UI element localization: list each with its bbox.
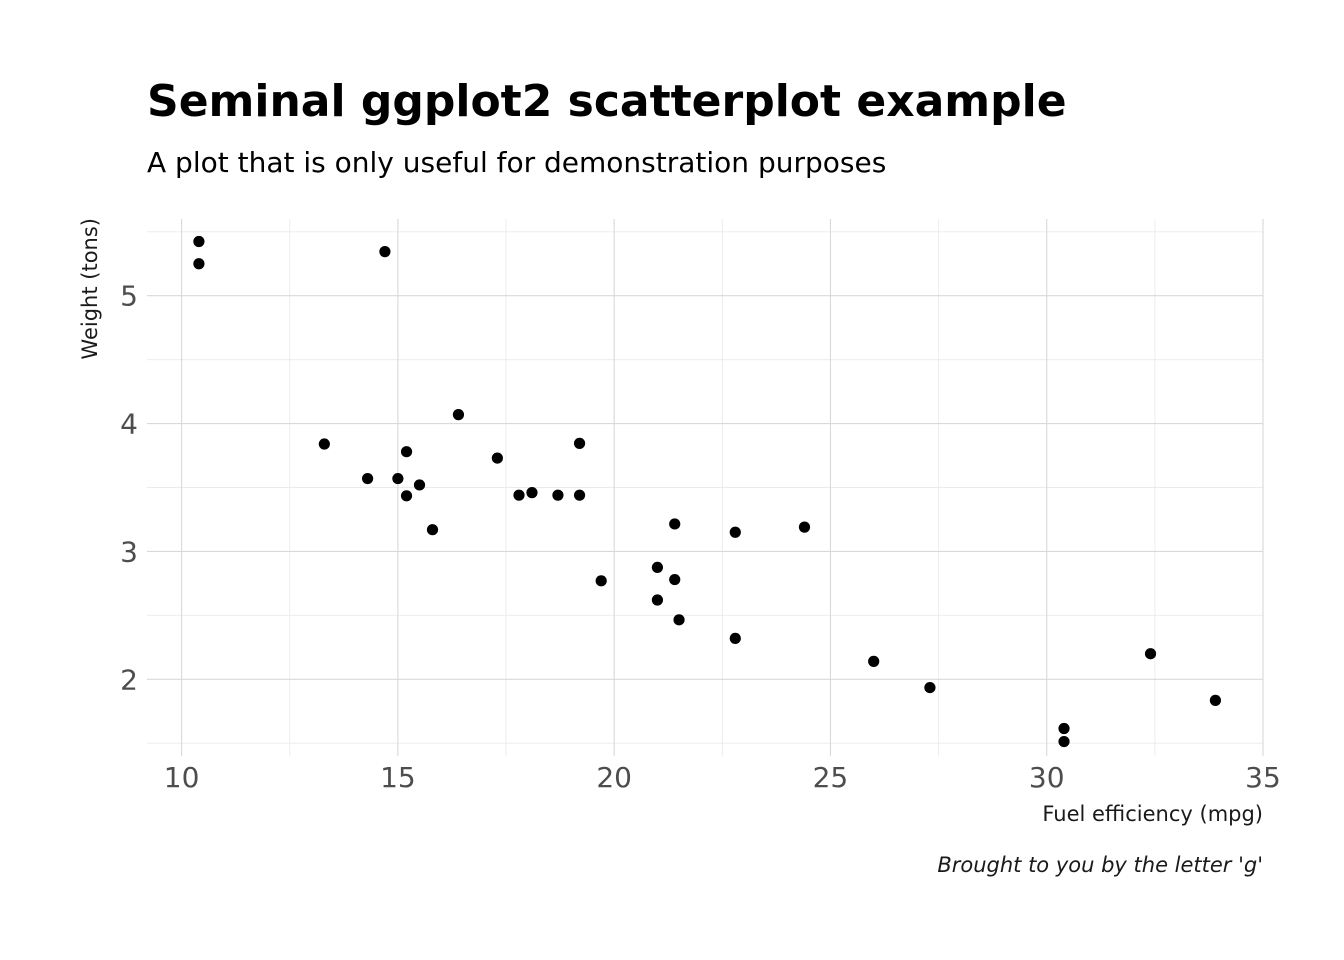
- scatter-point: [1058, 735, 1070, 748]
- scatter-point: [513, 489, 525, 501]
- y-tick-label: 2: [120, 663, 138, 696]
- data-points: [193, 235, 1222, 748]
- scatter-point: [526, 487, 538, 499]
- minor-gridlines: [147, 219, 1263, 756]
- scatter-point: [400, 490, 413, 502]
- x-tick-label: 20: [596, 761, 632, 794]
- scatter-point: [362, 472, 374, 485]
- scatter-point: [1144, 648, 1157, 660]
- chart-caption: Brought to you by the letter 'g': [937, 853, 1263, 877]
- scatter-point: [924, 681, 936, 694]
- scatter-point: [379, 246, 391, 258]
- scatter-point: [413, 479, 426, 491]
- x-axis-tick-labels: 10 15 20 25 30 35: [164, 761, 1281, 794]
- scatter-point: [1058, 722, 1070, 735]
- scatter-point: [729, 526, 741, 538]
- scatter-point: [1209, 694, 1222, 706]
- scatter-point: [552, 489, 564, 501]
- scatter-point: [318, 438, 330, 450]
- scatter-point: [729, 632, 741, 644]
- scatter-point: [400, 446, 413, 458]
- chart-title: Seminal ggplot2 scatterplot example: [147, 76, 1067, 127]
- scatter-point: [193, 235, 205, 248]
- x-axis-title: Fuel efficiency (mpg): [1042, 802, 1263, 826]
- scatter-point: [573, 489, 586, 501]
- x-tick-label: 35: [1245, 761, 1281, 794]
- scatter-point: [673, 614, 685, 626]
- scatter-point: [573, 437, 586, 449]
- x-tick-label: 15: [380, 761, 416, 794]
- scatter-point: [491, 452, 503, 464]
- scatter-point: [426, 524, 439, 536]
- scatter-point: [452, 409, 465, 421]
- scatter-point: [868, 655, 880, 667]
- y-tick-label: 5: [120, 280, 138, 313]
- scatter-point: [193, 258, 205, 270]
- y-tick-label: 4: [120, 408, 138, 441]
- scatter-point: [669, 518, 681, 530]
- y-axis-tick-labels: 2 3 4 5: [120, 280, 138, 697]
- chart-subtitle: A plot that is only useful for demonstra…: [147, 146, 886, 179]
- y-axis-title: Weight (tons): [78, 218, 102, 360]
- x-tick-label: 30: [1029, 761, 1065, 794]
- major-gridlines: [147, 219, 1264, 756]
- scatter-point: [651, 594, 664, 606]
- scatter-point: [595, 575, 607, 587]
- scatter-point: [392, 472, 404, 485]
- scatter-point: [669, 573, 681, 586]
- scatter-point: [651, 561, 664, 574]
- x-tick-label: 25: [813, 761, 849, 794]
- x-tick-label: 10: [164, 761, 200, 794]
- y-tick-label: 3: [120, 535, 138, 568]
- scatter-point: [798, 521, 811, 533]
